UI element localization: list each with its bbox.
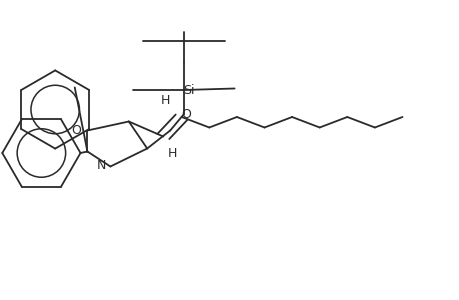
Text: O: O	[181, 107, 191, 121]
Text: N: N	[96, 158, 106, 172]
Text: Si: Si	[183, 83, 194, 97]
Text: H: H	[161, 94, 170, 107]
Text: O: O	[71, 124, 81, 137]
Text: H: H	[168, 146, 177, 160]
